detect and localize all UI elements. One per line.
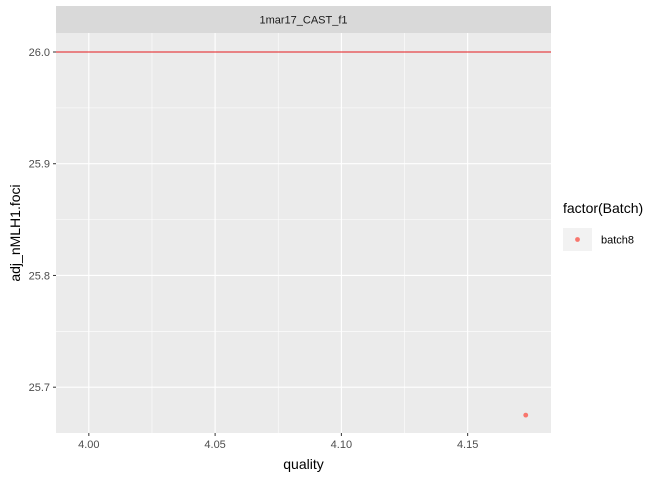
legend-title: factor(Batch) [563, 200, 643, 216]
x-tick-label: 4.10 [331, 439, 352, 451]
x-tick-label: 4.00 [78, 439, 99, 451]
y-tick-label: 26.0 [29, 47, 50, 59]
y-tick-label: 25.9 [29, 159, 50, 171]
minor-gridlines [56, 33, 551, 433]
data-points [523, 412, 529, 418]
x-axis: 4.00 4.05 4.10 4.15 [78, 433, 478, 451]
legend-key-point [575, 237, 580, 242]
y-axis-title: adj_nMLH1.foci [7, 184, 23, 281]
facet-strip: 1mar17_CAST_f1 [56, 6, 551, 33]
panel-background [56, 33, 551, 433]
data-point [523, 412, 529, 418]
plot-panel [56, 33, 551, 433]
facet-label: 1mar17_CAST_f1 [259, 15, 347, 27]
y-tick-label: 25.7 [29, 382, 50, 394]
x-axis-title: quality [283, 456, 323, 472]
y-tick-label: 25.8 [29, 270, 50, 282]
legend-label: batch8 [601, 235, 634, 247]
x-tick-label: 4.05 [204, 439, 225, 451]
y-axis: 25.7 25.8 25.9 26.0 [29, 47, 56, 394]
facet-strip-background [56, 6, 551, 33]
x-tick-label: 4.15 [457, 439, 478, 451]
legend: factor(Batch) batch8 [563, 200, 643, 251]
legend-entries: batch8 [563, 228, 634, 251]
